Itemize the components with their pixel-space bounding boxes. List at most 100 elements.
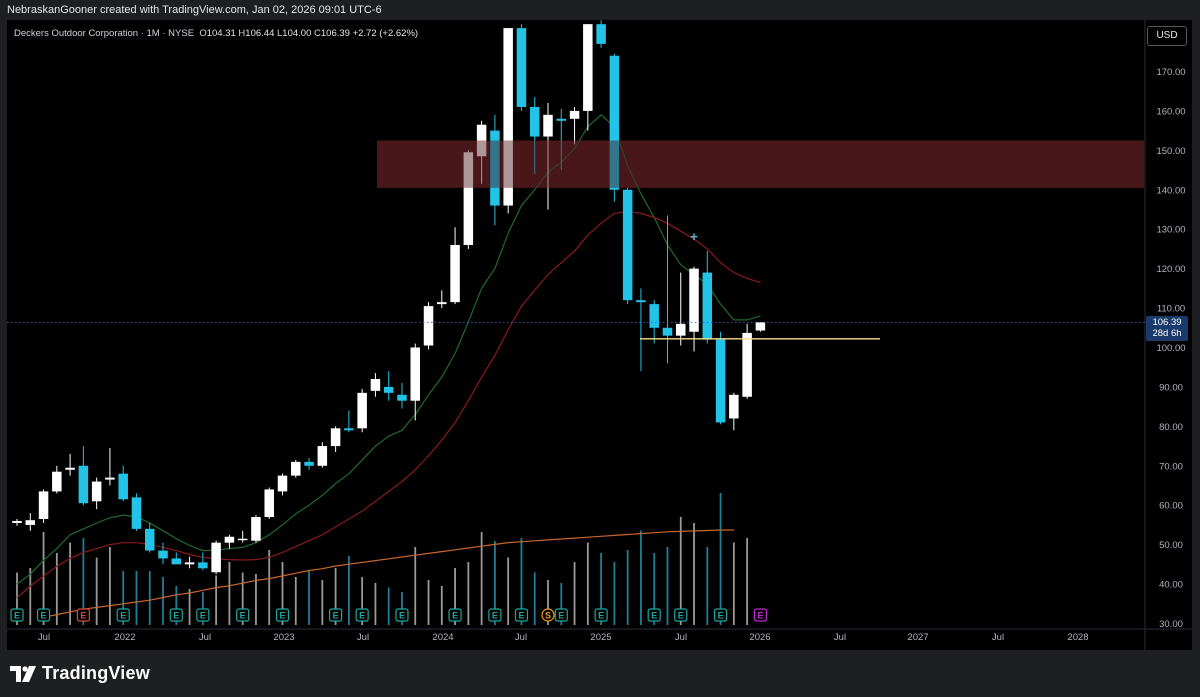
x-tick-label: Jul: [199, 632, 211, 643]
volume-bar: [467, 562, 470, 625]
candle-body: [65, 467, 75, 470]
event-badge-label: E: [757, 611, 763, 621]
volume-bar: [480, 532, 483, 625]
candle-body: [131, 497, 142, 529]
low-label: L: [277, 28, 283, 39]
candle-body: [145, 528, 155, 551]
volume-bar: [533, 572, 536, 625]
candle-body: [583, 24, 593, 111]
event-badge: [355, 608, 369, 622]
candle-body: [490, 130, 500, 206]
price-chart[interactable]: +30.00 40.00 50.00 60.00 70.00 80.00 90.00 100.…: [0, 20, 1200, 650]
symbol-legend: Deckers Outdoor Corporation · 1M · NYSE …: [14, 28, 418, 39]
event-badge: [674, 608, 688, 622]
event-badge-label: E: [240, 611, 246, 621]
event-badge-label: E: [651, 611, 657, 621]
volume-bar: [69, 542, 71, 625]
event-badge-label: E: [279, 611, 285, 621]
volume-bar: [334, 568, 337, 625]
event-badge: [329, 608, 343, 622]
volume-bar: [162, 577, 164, 625]
candle-body: [91, 481, 102, 502]
candle-body: [25, 520, 36, 525]
ema-slow-line: [16, 210, 761, 599]
chart-area[interactable]: +30.00 40.00 50.00 60.00 70.00 80.00 90.00 100.…: [0, 20, 1200, 650]
volume-bar: [241, 572, 244, 625]
event-badge: [753, 608, 768, 622]
y-tick-label: 140.00: [1156, 185, 1185, 196]
candle-body: [105, 477, 115, 480]
volume-bar: [586, 542, 589, 625]
attribution-bar: NebraskanGooner created with TradingView…: [0, 0, 1200, 20]
y-tick-label: 80.00: [1159, 422, 1183, 433]
candle-body: [715, 339, 726, 423]
candle-body: [649, 304, 659, 328]
chart-frame-right: [1192, 20, 1200, 650]
currency-button[interactable]: USD: [1147, 26, 1187, 46]
volume-bar: [454, 568, 456, 625]
event-badge: [647, 608, 661, 622]
event-badge-label: E: [718, 611, 724, 621]
candle-body: [12, 520, 22, 523]
candle-body: [702, 272, 713, 340]
symbol-name: Deckers Outdoor Corporation · 1M · NYSE: [14, 28, 195, 39]
y-tick-label: 100.00: [1156, 343, 1185, 354]
candle-body: [383, 386, 394, 393]
candle-body: [52, 471, 62, 492]
y-tick-label: 70.00: [1159, 461, 1183, 472]
bar-countdown: 28d 6h: [1152, 328, 1182, 339]
volume-bar: [613, 562, 616, 625]
volume-bar: [573, 562, 576, 625]
y-tick-label: 130.00: [1156, 225, 1185, 236]
volume-bar: [626, 550, 629, 625]
volume-bar: [414, 547, 417, 625]
last-price-tag: 106.39 28d 6h: [1146, 316, 1188, 341]
candle-body: [622, 189, 633, 301]
volume-ma-line: [43, 529, 734, 618]
volume-bar: [281, 562, 284, 625]
volume-bar: [215, 575, 218, 625]
candle-body: [410, 347, 420, 401]
volume-bar: [679, 517, 682, 625]
volume-bar: [560, 583, 563, 625]
volume-bar: [268, 550, 271, 625]
candle-body: [237, 538, 248, 541]
volume-bar: [122, 571, 125, 625]
candle-body: [291, 461, 301, 476]
volume-bar: [653, 553, 656, 625]
volume-bar: [109, 547, 111, 625]
volume-bar: [427, 580, 430, 625]
candle-body: [211, 542, 221, 573]
candle-body: [543, 114, 553, 137]
candle-body: [609, 55, 620, 190]
volume-bar: [55, 553, 58, 625]
event-badge-label: E: [359, 611, 365, 621]
candle-body: [662, 327, 673, 336]
tradingview-logo[interactable]: TradingView: [10, 663, 150, 684]
candle-body: [503, 28, 513, 206]
candle-body: [569, 110, 580, 119]
x-tick-label: 2026: [749, 632, 770, 643]
event-badge-label: E: [399, 611, 405, 621]
event-badge: [488, 608, 502, 622]
candle-body: [742, 332, 752, 397]
volume-bar: [95, 557, 98, 625]
x-tick-label: Jul: [675, 632, 687, 643]
attribution-text: NebraskanGooner created with TradingView…: [7, 4, 382, 16]
volume-bar: [135, 571, 138, 625]
candle-body: [596, 24, 606, 44]
volume-bar: [228, 562, 231, 625]
candle-body: [516, 28, 527, 107]
volume-bar: [440, 586, 443, 625]
candle-body: [38, 491, 49, 520]
volume-bar: [600, 553, 602, 625]
volume-bar: [308, 571, 310, 625]
candle-body: [463, 152, 474, 245]
event-badge: [448, 608, 462, 622]
candle-body: [277, 475, 288, 492]
candle-body: [344, 428, 354, 431]
x-tick-label: Jul: [992, 632, 1004, 643]
change-value: +2.72 (+2.62%): [352, 28, 419, 39]
event-badge: [713, 608, 728, 622]
volume-bar: [361, 577, 364, 625]
